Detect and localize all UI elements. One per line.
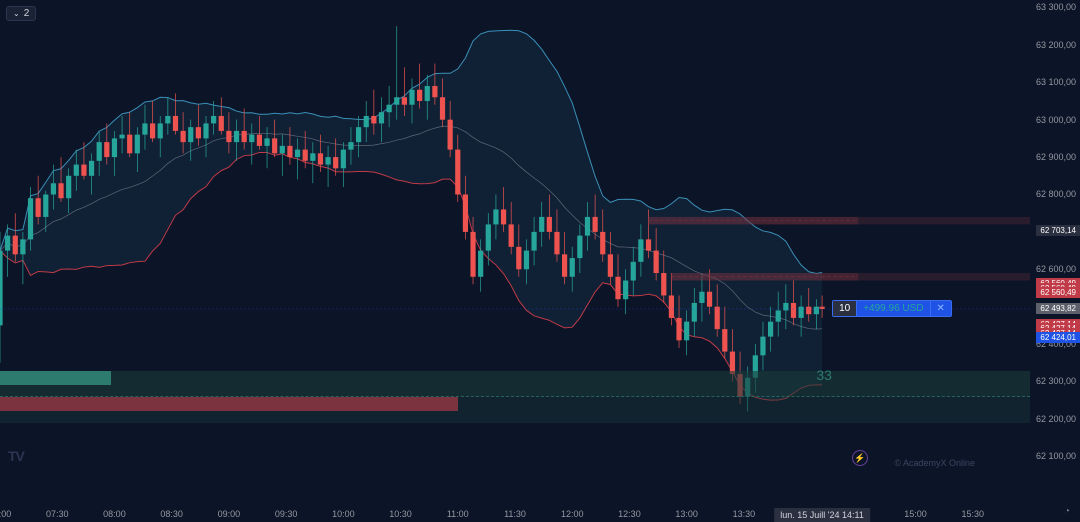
x-tick: 07:30: [46, 509, 69, 519]
x-tick: 11:00: [447, 509, 469, 519]
x-tick: 15:00: [904, 509, 927, 519]
x-tick: 12:30: [618, 509, 641, 519]
price-axis-label: 62 424,01: [1036, 332, 1080, 343]
price-axis-label: 62 703,14: [1036, 225, 1080, 236]
y-tick: 62 600,00: [1036, 264, 1076, 274]
rsi-value: 33: [816, 367, 832, 383]
price-axis-label: 62 493,82: [1036, 303, 1080, 314]
x-tick: 10:30: [389, 509, 412, 519]
y-tick: 62 300,00: [1036, 376, 1076, 386]
position-qty: 10: [833, 301, 857, 316]
x-tick: 13:30: [733, 509, 756, 519]
timezone-button[interactable]: ◔: [1064, 506, 1078, 520]
position-close-button[interactable]: ✕: [930, 301, 951, 316]
position-pnl: +499.96 USD: [857, 301, 929, 316]
x-tick: 08:30: [160, 509, 183, 519]
y-tick: 63 200,00: [1036, 40, 1076, 50]
x-tick: 09:00: [218, 509, 241, 519]
chevron-down-icon: ⌄: [13, 9, 20, 18]
y-tick: 62 200,00: [1036, 414, 1076, 424]
rsi-bar: [0, 371, 111, 385]
x-tick: 09:30: [275, 509, 298, 519]
interval-value: 2: [24, 8, 30, 19]
interval-badge[interactable]: ⌄ 2: [6, 6, 36, 21]
tradingview-logo: TV: [8, 448, 24, 464]
current-time-label: lun. 15 Juill '24 14:11: [774, 508, 870, 522]
y-tick: 62 900,00: [1036, 152, 1076, 162]
x-tick: 13:00: [675, 509, 698, 519]
x-tick: 10:00: [332, 509, 355, 519]
x-tick: 15:30: [962, 509, 985, 519]
rsi-bar: [0, 397, 458, 411]
position-widget[interactable]: 10 +499.96 USD ✕: [832, 300, 952, 317]
x-tick: 07:00: [0, 509, 11, 519]
alert-button[interactable]: ⚡: [852, 450, 868, 466]
y-axis[interactable]: 62 100,0062 200,0062 300,0062 400,0062 5…: [1030, 0, 1080, 490]
x-tick: 11:30: [504, 509, 526, 519]
y-tick: 63 000,00: [1036, 115, 1076, 125]
y-tick: 63 300,00: [1036, 2, 1076, 12]
x-tick: 08:00: [103, 509, 126, 519]
watermark: © AcademyX Online: [894, 458, 975, 468]
bolt-icon: ⚡: [854, 453, 865, 464]
y-tick: 62 800,00: [1036, 189, 1076, 199]
chart-area[interactable]: ⌄ 2 TV © AcademyX Online ⚡ 10 +499.96 US…: [0, 0, 1030, 490]
x-axis[interactable]: 07:00 07:30 08:00 08:30 09:00 09:30 10:00 10:30…: [0, 504, 1030, 522]
price-axis-label: 62 560,49: [1036, 287, 1080, 298]
y-tick: 63 100,00: [1036, 77, 1076, 87]
x-tick: 12:00: [561, 509, 584, 519]
rsi-panel: 33: [0, 371, 1030, 423]
y-tick: 62 100,00: [1036, 451, 1076, 461]
